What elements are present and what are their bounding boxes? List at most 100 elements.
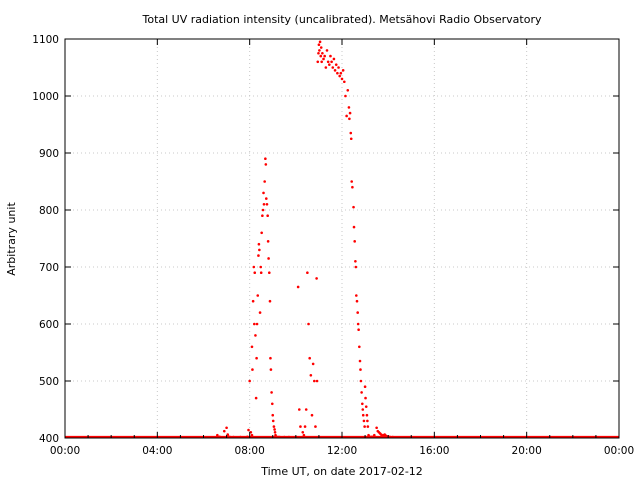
- data-point: [363, 425, 366, 428]
- data-point: [248, 379, 251, 383]
- data-point: [361, 413, 365, 417]
- data-point: [266, 240, 270, 243]
- data-point: [384, 434, 388, 438]
- data-point: [353, 240, 356, 243]
- data-point: [321, 51, 324, 55]
- data-point: [271, 419, 275, 423]
- data-point: [328, 63, 331, 66]
- data-point: [254, 334, 257, 337]
- data-point: [354, 265, 358, 269]
- data-point: [356, 311, 359, 314]
- data-point: [330, 60, 333, 64]
- data-point: [346, 89, 350, 92]
- data-point: [356, 322, 360, 326]
- data-point: [349, 137, 353, 141]
- data-point: [315, 277, 318, 280]
- data-point: [267, 257, 270, 260]
- data-point: [337, 66, 340, 69]
- chart-title: Total UV radiation intensity (uncalibrat…: [142, 13, 542, 26]
- data-point: [256, 294, 260, 297]
- data-point: [354, 260, 357, 263]
- y-tick-label: 900: [39, 148, 59, 160]
- data-point: [222, 429, 226, 433]
- data-point: [262, 203, 266, 206]
- data-point: [332, 57, 336, 61]
- y-tick-label: 600: [39, 319, 59, 331]
- data-point: [250, 345, 254, 349]
- y-tick-label: 400: [39, 433, 59, 445]
- data-point: [259, 271, 263, 275]
- data-point: [264, 157, 267, 160]
- data-point: [306, 271, 309, 275]
- data-point: [359, 368, 362, 371]
- grid-lines: [65, 39, 619, 438]
- data-point: [303, 425, 307, 428]
- data-point: [264, 197, 268, 200]
- data-point: [309, 374, 313, 377]
- data-point: [265, 203, 269, 206]
- data-point: [308, 356, 311, 360]
- data-point: [341, 69, 345, 72]
- data-point: [311, 362, 315, 366]
- data-point: [226, 433, 230, 436]
- data-point: [333, 69, 337, 72]
- data-point: [319, 54, 323, 58]
- axis-ticks: 00:00 04:00 08:00 12:00 16:00 20:00 00:0040050…: [32, 34, 634, 457]
- data-point: [313, 379, 316, 383]
- data-point: [251, 299, 255, 303]
- data-point: [252, 322, 256, 326]
- data-point: [322, 57, 325, 61]
- x-tick-label: 00:00: [50, 445, 80, 457]
- x-tick-label: 16:00: [419, 445, 449, 457]
- y-tick-label: 500: [39, 376, 59, 388]
- data-point: [297, 408, 301, 411]
- data-point: [325, 49, 329, 52]
- data-point: [247, 428, 250, 432]
- data-point: [257, 254, 260, 257]
- data-point: [253, 271, 257, 275]
- data-point: [269, 356, 272, 360]
- x-tick-label: 04:00: [142, 445, 172, 457]
- data-point: [365, 413, 369, 417]
- data-point: [263, 180, 266, 183]
- data-point: [348, 117, 351, 121]
- data-point: [302, 433, 306, 437]
- data-point: [318, 40, 322, 44]
- data-point: [254, 396, 258, 400]
- data-point: [339, 71, 343, 75]
- data-point: [366, 419, 369, 423]
- data-point: [347, 106, 351, 109]
- data-point: [266, 214, 269, 217]
- data-point: [360, 391, 363, 394]
- data-point: [250, 433, 254, 437]
- data-point: [310, 413, 314, 417]
- data-point: [255, 356, 258, 360]
- data-point: [338, 74, 341, 78]
- data-point: [366, 425, 370, 428]
- data-point: [316, 60, 320, 64]
- data-point: [262, 191, 265, 195]
- x-axis-title: Time UT, on date 2017-02-12: [260, 465, 423, 478]
- data-point: [259, 265, 263, 269]
- data-point: [272, 425, 276, 428]
- data-point: [323, 54, 326, 58]
- data-point: [351, 185, 354, 189]
- data-point: [324, 66, 328, 69]
- data-point: [273, 428, 276, 431]
- data-point: [331, 66, 335, 69]
- data-point: [343, 80, 346, 84]
- data-point: [296, 285, 300, 289]
- data-point: [375, 426, 378, 430]
- data-point: [318, 49, 321, 52]
- data-point: [317, 51, 320, 55]
- data-point: [373, 433, 376, 437]
- data-point: [352, 225, 356, 229]
- data-point: [358, 359, 362, 363]
- data-point: [225, 426, 228, 430]
- data-point: [320, 60, 323, 64]
- data-point: [319, 46, 323, 49]
- data-point: [355, 294, 358, 297]
- data-point: [364, 396, 367, 400]
- data-point: [270, 402, 274, 406]
- data-point: [301, 431, 305, 434]
